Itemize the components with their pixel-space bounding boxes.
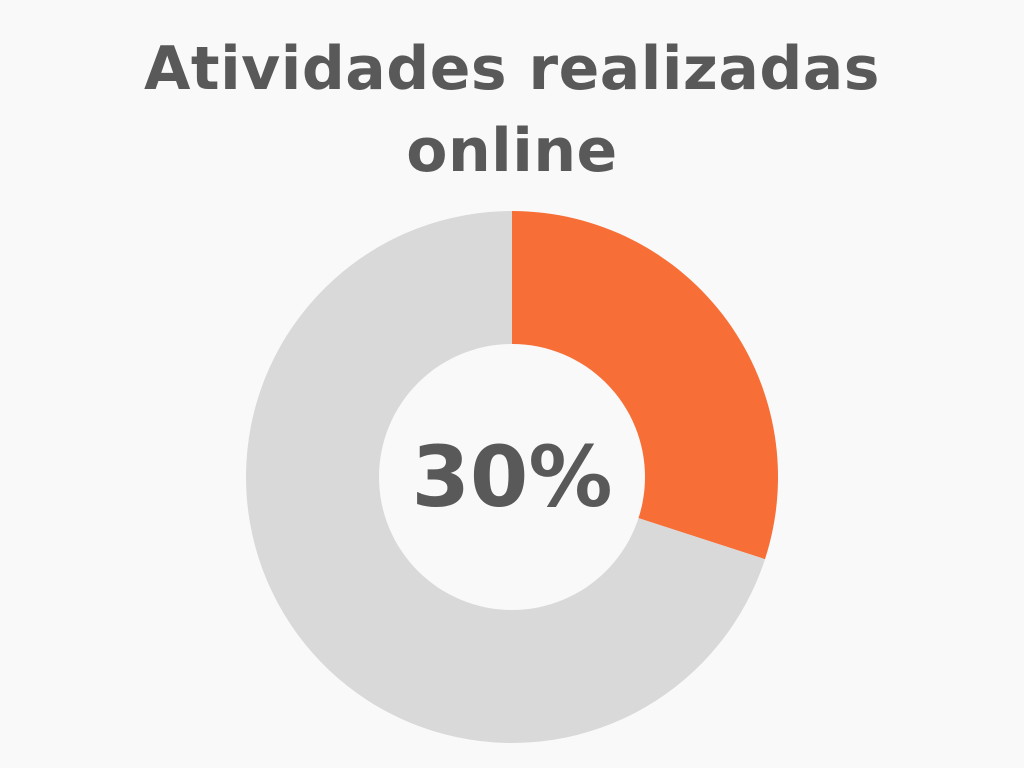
donut-hole (379, 344, 645, 610)
chart-title: Atividades realizadas online (143, 34, 880, 186)
center-percentage-label: 30% (411, 428, 612, 526)
